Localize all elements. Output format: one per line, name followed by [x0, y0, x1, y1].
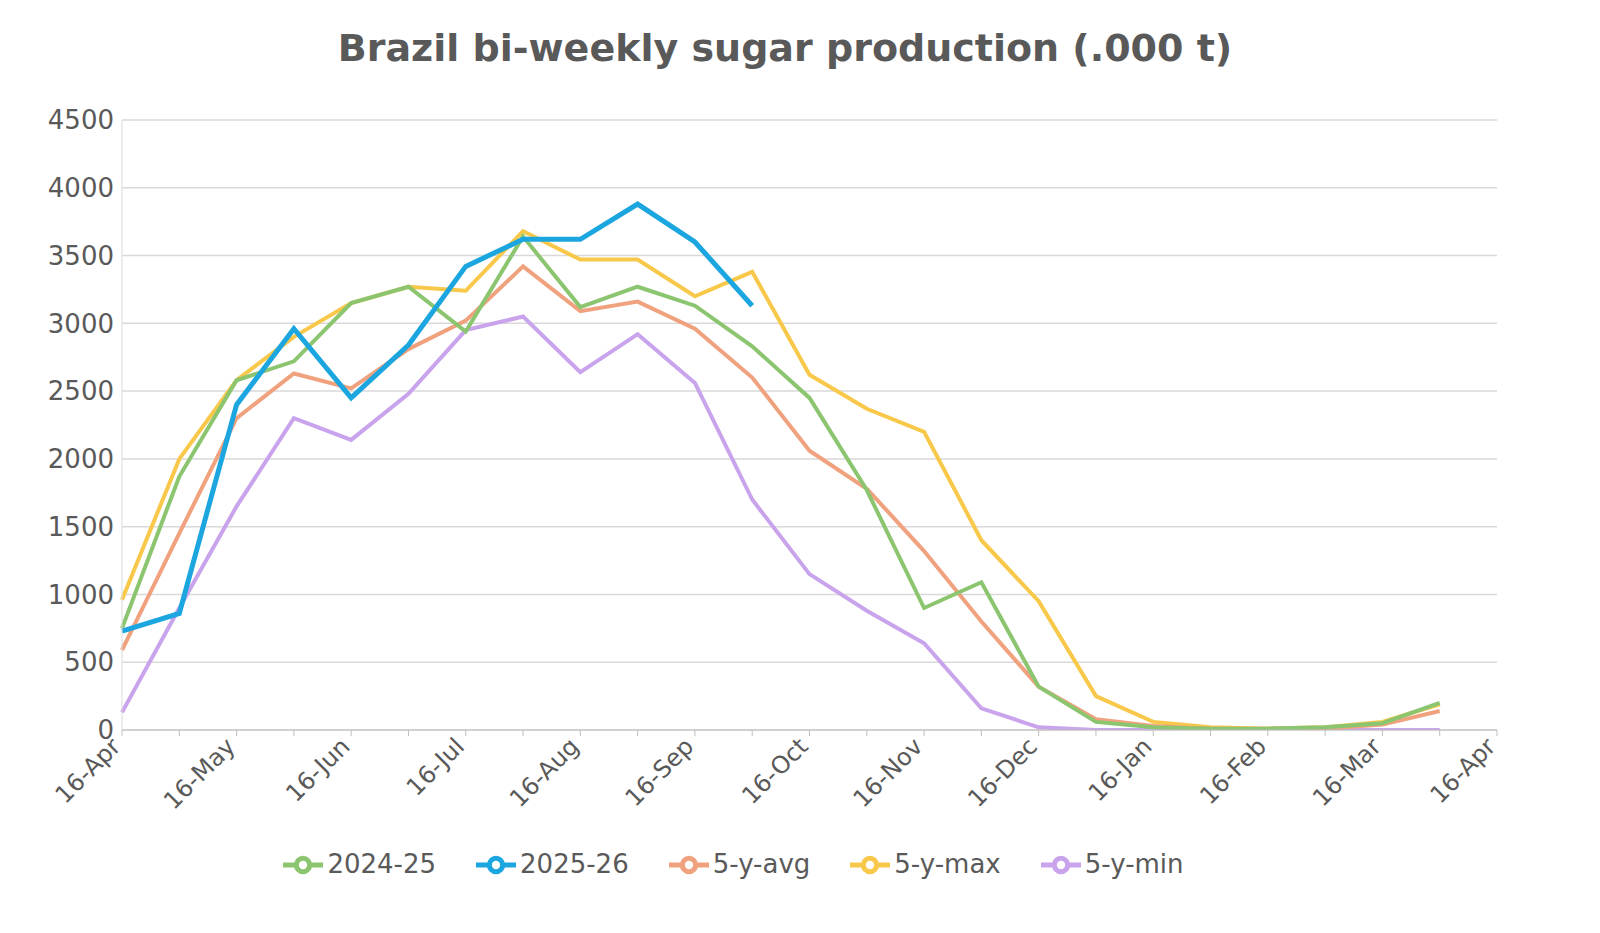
html-text:Brazil bi-weekly sugar product: Brazil bi-weekly sugar production (.000 … [337, 25, 1233, 70]
svg-text:16-Aug: 16-Aug [504, 732, 584, 812]
svg-text:16-Dec: 16-Dec [963, 732, 1043, 812]
svg-text:1000: 1000 [48, 580, 114, 610]
svg-text:3500: 3500 [48, 241, 114, 271]
html-text:5-y-avg: 5-y-avg [712, 848, 811, 879]
svg-text:16-Oct: 16-Oct [736, 732, 813, 809]
html-text:5-y-max: 5-y-max [894, 848, 1001, 879]
html-text:2024-25: 2024-25 [327, 848, 437, 879]
svg-text:2000: 2000 [48, 444, 114, 474]
svg-text:3000: 3000 [48, 309, 114, 339]
svg-text:16-Jun: 16-Jun [280, 732, 355, 807]
svg-text:4000: 4000 [48, 173, 114, 203]
svg-text:16-Apr: 16-Apr [50, 732, 127, 809]
svg-text:16-Jul: 16-Jul [401, 732, 470, 801]
svg-text:0: 0 [97, 715, 114, 745]
html-text:2025-26: 2025-26 [520, 848, 629, 879]
svg-text:1500: 1500 [48, 512, 114, 542]
svg-text:16-Jan: 16-Jan [1083, 732, 1158, 807]
svg-text:16-Sep: 16-Sep [620, 732, 700, 812]
svg-text:2500: 2500 [48, 376, 114, 406]
svg-text:4500: 4500 [48, 105, 114, 135]
svg-text:16-Apr: 16-Apr [1425, 732, 1502, 809]
html-text:5-y-min: 5-y-min [1084, 848, 1184, 879]
svg-text:500: 500 [64, 647, 114, 677]
svg-text:16-May: 16-May [158, 732, 241, 815]
svg-text:16-Mar: 16-Mar [1307, 732, 1387, 812]
svg-text:16-Feb: 16-Feb [1195, 732, 1273, 810]
svg-text:16-Nov: 16-Nov [848, 732, 929, 813]
